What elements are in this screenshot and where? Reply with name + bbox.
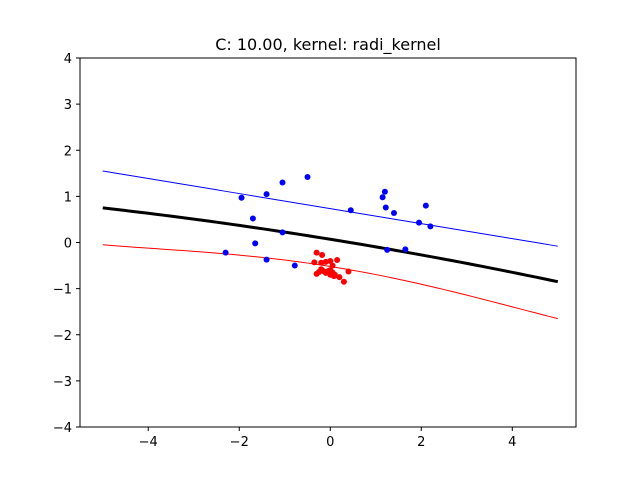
blue-data-point [222,249,229,256]
red-data-point [327,257,334,264]
data-layer [102,170,559,320]
blue-margin-line [102,170,558,247]
y-tick-label: 0 [64,237,72,252]
y-tick-label: −4 [53,421,72,436]
blue-data-point [390,209,397,216]
blue-data-point [263,256,270,263]
blue-data-point [263,191,270,198]
decision-boundary-line [102,206,559,284]
red-data-point [345,268,352,275]
red-data-point [311,259,318,266]
y-tick-label: −2 [53,329,72,344]
blue-data-point [379,194,386,201]
blue-data-point [416,219,423,226]
blue-data-point [427,223,434,230]
x-tick-label: −2 [230,435,249,450]
axes: −4 −2 0 2 4 −4 −3 −2 −1 0 1 2 3 4 [53,52,577,450]
red-data-point [313,249,320,256]
blue-data-point [422,202,429,209]
y-tick-label: −1 [53,283,72,298]
blue-data-point [304,174,311,180]
red-data-point [340,278,347,285]
blue-data-point [381,188,388,195]
y-tick-label: −3 [53,375,72,390]
blue-data-point [238,194,245,201]
blue-data-point [279,179,286,186]
x-tick-label: −4 [139,435,158,450]
blue-data-point [347,207,354,214]
x-tick-label: 4 [508,435,516,450]
red-data-point [315,269,322,276]
x-tick-label: 2 [417,435,425,450]
blue-data-point [249,215,256,222]
red-data-point [319,251,326,258]
y-tick-label: 2 [64,144,72,159]
x-tick-label: 0 [326,435,334,450]
chart-title: C: 10.00, kernel: radi_kernel [215,35,441,55]
red-data-point [334,257,341,264]
blue-data-point [291,262,298,269]
blue-data-point [402,246,409,253]
red-data-point [322,258,329,265]
red-data-point [322,269,329,276]
blue-data-point [279,229,286,236]
plot-area [102,170,559,320]
blue-data-point [384,246,391,253]
red-data-point [330,273,337,280]
blue-data-point [252,240,259,247]
y-tick-label: 4 [64,52,72,67]
y-tick-label: 1 [64,190,72,205]
red-data-point [336,274,343,281]
red-data-point [329,262,336,269]
blue-data-point [382,204,389,211]
y-tick-label: 3 [64,98,72,113]
red-data-point [318,259,325,266]
